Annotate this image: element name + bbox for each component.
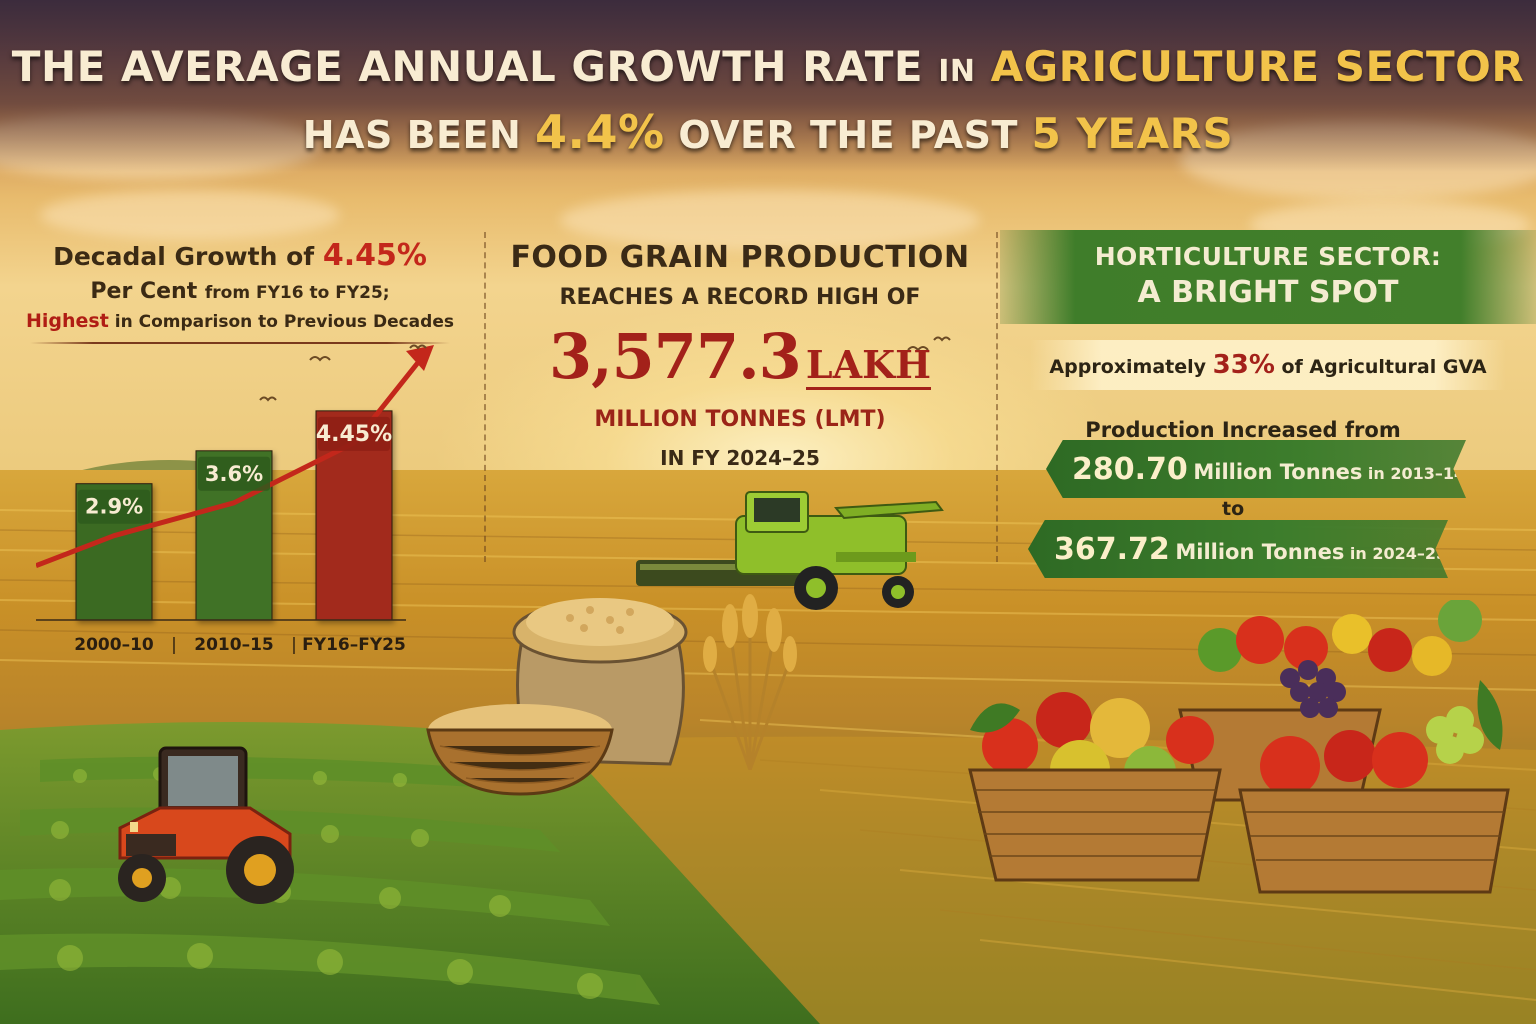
grain-bowl-icon (426, 704, 614, 796)
wheat-sheaf-icon (703, 594, 797, 770)
growth-per-cent: Per Cent (90, 279, 198, 304)
growth-heading-text: Decadal Growth of (53, 242, 315, 271)
production-from-value: 280.70 (1072, 452, 1188, 487)
chart-category-separator: | (171, 635, 177, 655)
chart-category-label: 2010–15 (194, 635, 273, 655)
decadal-growth-bar-chart: 2.9%3.6%4.45% 2000–10 2010–15| FY16–FY25| (36, 345, 434, 655)
food-grain-subtitle: REACHES A RECORD HIGH OF (559, 285, 921, 310)
food-grain-unit: MILLION TONNES (LMT) (594, 407, 886, 432)
decadal-growth-panel: Decadal Growth of 4.45% Per Cent from FY… (20, 238, 460, 344)
section-divider (996, 232, 998, 562)
bird-icon (907, 336, 951, 352)
food-grain-panel: FOOD GRAIN PRODUCTION REACHES A RECORD H… (500, 240, 980, 470)
production-to-value: 367.72 (1054, 532, 1170, 567)
production-from-ribbon: 280.70 Million Tonnes in 2013–14 (1046, 440, 1466, 498)
title-highlight-sector: AGRICULTURE SECTOR (990, 42, 1525, 91)
grain-sack-icon (512, 598, 688, 766)
production-to-word: to (1222, 498, 1245, 520)
title-line-1: THE AVERAGE ANNUAL GROWTH RATE IN AGRICU… (0, 42, 1536, 91)
food-grain-value: 3,577.3 (548, 320, 802, 393)
title-text: THE AVERAGE ANNUAL GROWTH RATE (11, 42, 924, 91)
gva-prefix: Approximately (1049, 356, 1207, 378)
trend-arrow-icon (36, 353, 426, 569)
horticulture-title: HORTICULTURE SECTOR: (1094, 242, 1442, 271)
title-banner: THE AVERAGE ANNUAL GROWTH RATE IN AGRICU… (0, 0, 1536, 172)
tractor-icon (118, 746, 294, 904)
food-grain-year: IN FY 2024–25 (660, 446, 820, 470)
gva-percent: 33% (1212, 350, 1275, 380)
chart-value-label: 3.6% (205, 462, 263, 486)
chart-value-plate (198, 456, 270, 491)
production-from-year: in 2013–14 (1367, 464, 1466, 483)
heading-underline (30, 342, 450, 344)
food-grain-title: FOOD GRAIN PRODUCTION (510, 240, 970, 275)
fruit-basket-icon (968, 600, 1510, 894)
production-to-ribbon: 367.72 Million Tonnes in 2024–25 (1028, 520, 1448, 578)
growth-period: from FY16 to FY25; (204, 283, 390, 303)
chart-category-label: FY16–FY25 (302, 635, 406, 655)
food-grain-figure: 3,577.3 LAKH (500, 320, 980, 393)
horticulture-panel: HORTICULTURE SECTOR: A BRIGHT SPOT Appro… (1000, 230, 1536, 442)
growth-comparison: in Comparison to Previous Decades (114, 312, 454, 332)
bird-icon (259, 344, 427, 402)
title-text: IN (938, 54, 976, 89)
chart-value-label: 2.9% (85, 495, 143, 519)
chart-value-label: 4.45% (316, 422, 392, 447)
title-growth-rate: 4.4% (535, 105, 665, 159)
chart-value-plate (78, 489, 150, 524)
horticulture-banner: HORTICULTURE SECTOR: A BRIGHT SPOT (1000, 230, 1536, 324)
horticulture-subtitle: A BRIGHT SPOT (1137, 275, 1399, 310)
chart-value-plate (318, 416, 390, 451)
food-grain-unit-short: LAKH (805, 342, 932, 390)
growth-heading-rate: 4.45% (322, 238, 427, 273)
title-line-2: HAS BEEN 4.4% OVER THE PAST 5 YEARS (0, 105, 1536, 159)
combine-harvester-icon (636, 491, 944, 610)
chart-category-label: 2000–10 (74, 635, 154, 655)
section-divider (484, 232, 486, 562)
trend-arrow-head (406, 345, 434, 371)
gva-suffix: of Agricultural GVA (1281, 356, 1487, 378)
title-text: HAS BEEN (302, 113, 522, 157)
title-text: OVER THE PAST (678, 113, 1018, 157)
production-to-unit: Million Tonnes (1175, 540, 1345, 564)
production-to-year: in 2024–25 (1349, 544, 1448, 563)
production-label: Production Increased from (1085, 418, 1401, 442)
growth-heading: Decadal Growth of 4.45% Per Cent from FY… (20, 238, 460, 332)
horticulture-gva: Approximately 33% of Agricultural GVA (1030, 340, 1506, 390)
growth-highest: Highest (26, 310, 109, 332)
production-from-unit: Million Tonnes (1193, 460, 1363, 484)
chart-category-separator: | (291, 635, 297, 655)
title-years: 5 YEARS (1031, 109, 1234, 158)
